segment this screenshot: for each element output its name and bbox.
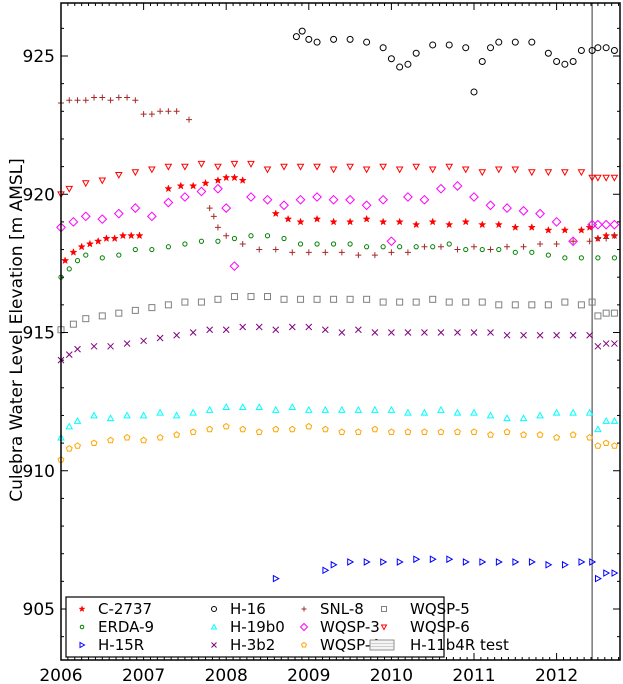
y-tick-label: 910 <box>23 462 55 482</box>
legend: C-2737ERDA-9H-15RH-16H-19b0H-3b2SNL-8WQS… <box>65 596 509 658</box>
x-tick-label: 2006 <box>39 666 82 684</box>
legend-item: H-16 <box>211 600 266 618</box>
legend-label: WQSP-5 <box>410 600 470 618</box>
legend-label: H-19b0 <box>230 618 285 636</box>
x-tick-label: 2008 <box>205 666 248 684</box>
series-wqsp-5 <box>57 293 618 334</box>
series-h-3b2 <box>57 323 618 364</box>
legend-item: WQSP-4 <box>301 636 380 654</box>
y-tick-label: 905 <box>23 600 55 620</box>
series-wqsp-4 <box>57 422 618 463</box>
legend-label: H-16 <box>230 600 266 618</box>
y-tick-label: 920 <box>23 185 55 205</box>
series-c-2737 <box>61 173 619 265</box>
legend-item: H-19b0 <box>210 618 285 636</box>
x-tick-label: 2007 <box>122 666 165 684</box>
series-layer <box>56 27 620 583</box>
x-tick-label: 2009 <box>287 666 330 684</box>
x-tick-label: 2011 <box>452 666 495 684</box>
legend-label: H-3b2 <box>230 636 275 654</box>
axes-frame <box>60 2 621 661</box>
axes: 2006 2007 2008 2009 2010 2011 2012 905 910 915 920… <box>23 2 621 684</box>
legend-item: ERDA-9 <box>79 618 154 636</box>
legend-label: C-2737 <box>98 600 152 618</box>
x-tick-label: 2010 <box>370 666 413 684</box>
y-tick-label: 915 <box>23 324 55 344</box>
series-snl-8 <box>58 94 618 259</box>
legend-item: SNL-8 <box>301 600 364 618</box>
legend-label: WQSP-4 <box>320 636 380 654</box>
series-h-16 <box>292 27 618 96</box>
legend-item: H-11b4R test <box>369 636 509 654</box>
y-tick-label: 925 <box>23 47 55 67</box>
legend-label: ERDA-9 <box>98 618 154 636</box>
legend-label: WQSP-3 <box>320 618 380 636</box>
series-h-15r <box>272 555 619 583</box>
x-tick-label: 2012 <box>535 666 578 684</box>
test-patch-icon <box>369 639 395 651</box>
legend-label: WQSP-6 <box>410 618 470 636</box>
legend-item: C-2737 <box>78 600 152 618</box>
legend-item: H-3b2 <box>211 636 275 654</box>
legend-item: WQSP-6 <box>380 618 470 636</box>
series-erda-9 <box>58 233 618 280</box>
legend-label: H-11b4R test <box>410 636 509 654</box>
y-axis-label: Culebra Water Level Elevation [m AMSL] <box>7 158 27 502</box>
series-wqsp-3 <box>56 181 620 272</box>
legend-label: SNL-8 <box>320 600 364 618</box>
legend-label: H-15R <box>98 636 144 654</box>
legend-item: WQSP-5 <box>381 600 470 618</box>
legend-item: H-15R <box>79 636 144 654</box>
legend-item: WQSP-3 <box>299 618 380 636</box>
series-h-19b0 <box>57 403 619 441</box>
